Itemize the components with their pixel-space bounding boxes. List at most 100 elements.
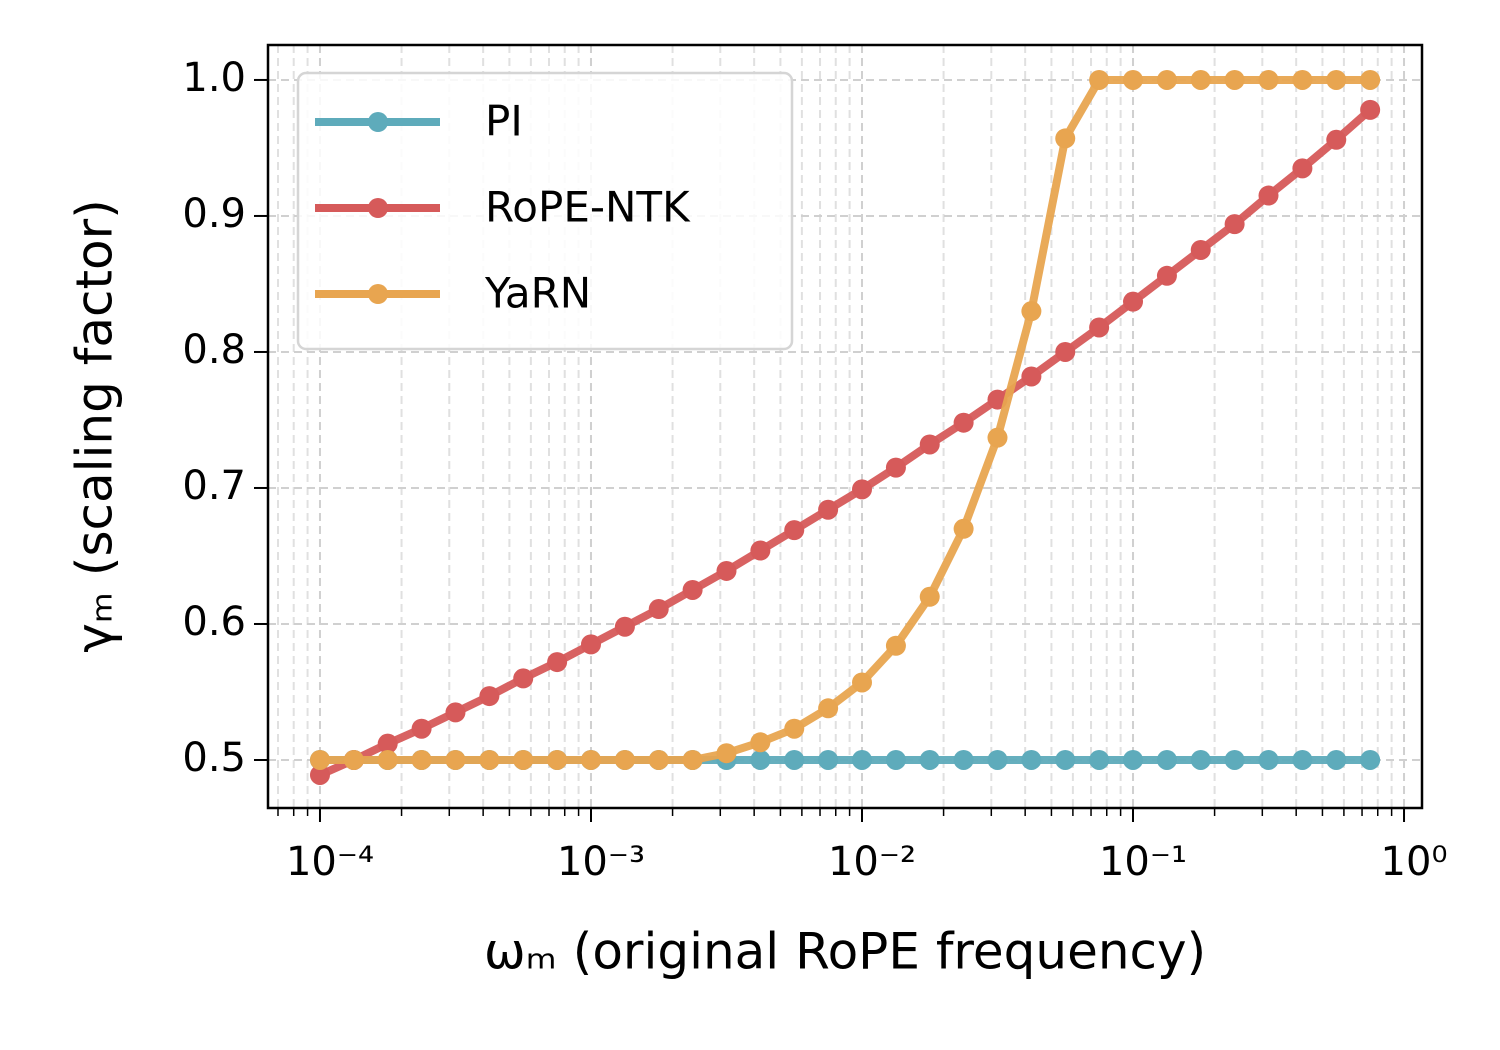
data-point — [648, 749, 669, 770]
data-point — [885, 457, 906, 478]
data-point — [852, 479, 873, 500]
legend-marker — [368, 284, 388, 304]
y-axis-label: γₘ (scaling factor) — [66, 199, 124, 652]
data-point — [1123, 749, 1144, 770]
data-point — [445, 749, 466, 770]
data-point — [580, 634, 601, 655]
data-point — [682, 579, 703, 600]
data-point — [1224, 69, 1245, 90]
data-point — [750, 749, 771, 770]
y-tick-label: 0.8 — [182, 327, 246, 373]
ticks: 10⁻⁴ 10⁻³ 10⁻² 10⁻¹ 10⁰ 0.5 0.6 0.7 0.8 0.9 1.0 — [182, 55, 1447, 885]
data-point — [1089, 69, 1110, 90]
data-point — [1224, 749, 1245, 770]
data-point — [1190, 239, 1211, 260]
legend: PI RoPE-NTK YaRN — [296, 71, 794, 351]
data-point — [411, 749, 432, 770]
data-point — [1292, 158, 1313, 179]
data-point — [513, 668, 534, 689]
legend-marker — [368, 112, 388, 132]
data-point — [1360, 749, 1381, 770]
data-point — [1224, 214, 1245, 235]
data-point — [852, 672, 873, 693]
data-point — [377, 749, 398, 770]
data-point — [1258, 185, 1279, 206]
data-point — [953, 412, 974, 433]
data-point — [1190, 749, 1211, 770]
legend-marker — [368, 198, 388, 218]
data-point — [1326, 749, 1347, 770]
data-point — [1190, 69, 1211, 90]
data-point — [547, 652, 568, 673]
plot-area — [309, 69, 1381, 785]
data-point — [1021, 301, 1042, 322]
data-point — [885, 635, 906, 656]
data-point — [309, 764, 330, 785]
data-point — [580, 749, 601, 770]
data-point — [411, 718, 432, 739]
data-point — [750, 732, 771, 753]
data-point — [1156, 265, 1177, 286]
data-point — [479, 686, 500, 707]
data-point — [343, 749, 364, 770]
data-point — [885, 749, 906, 770]
data-point — [1021, 749, 1042, 770]
data-point — [682, 749, 703, 770]
data-point — [1123, 69, 1144, 90]
data-point — [919, 586, 940, 607]
data-point — [1089, 749, 1110, 770]
data-point — [1360, 69, 1381, 90]
y-tick-label: 0.6 — [182, 599, 246, 645]
x-tick-label: 10⁻² — [828, 839, 916, 885]
data-point — [750, 540, 771, 561]
data-point — [1055, 128, 1076, 149]
x-tick-label: 10⁰ — [1381, 839, 1448, 885]
data-point — [919, 749, 940, 770]
legend-label: YaRN — [484, 269, 591, 318]
data-point — [614, 749, 635, 770]
axes-frame — [266, 43, 1424, 810]
data-point — [818, 499, 839, 520]
data-point — [1123, 291, 1144, 312]
y-tick-label: 1.0 — [182, 55, 246, 101]
data-point — [987, 749, 1008, 770]
legend-label: RoPE-NTK — [485, 183, 691, 232]
data-point — [919, 434, 940, 455]
data-point — [1156, 69, 1177, 90]
data-point — [309, 749, 330, 770]
data-point — [1326, 129, 1347, 150]
data-point — [818, 698, 839, 719]
data-point — [1326, 69, 1347, 90]
data-point — [479, 749, 500, 770]
data-point — [784, 749, 805, 770]
data-point — [716, 560, 737, 581]
data-point — [987, 427, 1008, 448]
data-point — [716, 743, 737, 764]
legend-label: PI — [485, 97, 523, 146]
data-point — [1021, 366, 1042, 387]
y-tick-label: 0.5 — [182, 735, 246, 781]
y-tick-label: 0.9 — [182, 191, 246, 237]
data-point — [1089, 317, 1110, 338]
data-point — [1258, 69, 1279, 90]
data-point — [852, 749, 873, 770]
data-point — [953, 749, 974, 770]
data-point — [953, 518, 974, 539]
data-point — [818, 749, 839, 770]
data-point — [445, 702, 466, 723]
x-tick-label: 10⁻⁴ — [286, 839, 374, 885]
x-tick-label: 10⁻³ — [557, 839, 645, 885]
data-point — [1156, 749, 1177, 770]
data-point — [1360, 99, 1381, 120]
data-point — [547, 749, 568, 770]
x-tick-label: 10⁻¹ — [1099, 839, 1187, 885]
data-point — [784, 520, 805, 541]
data-point — [513, 749, 534, 770]
data-point — [784, 718, 805, 739]
data-point — [1292, 749, 1313, 770]
data-point — [614, 616, 635, 637]
data-point — [377, 733, 398, 754]
data-point — [1055, 341, 1076, 362]
data-point — [1055, 749, 1076, 770]
